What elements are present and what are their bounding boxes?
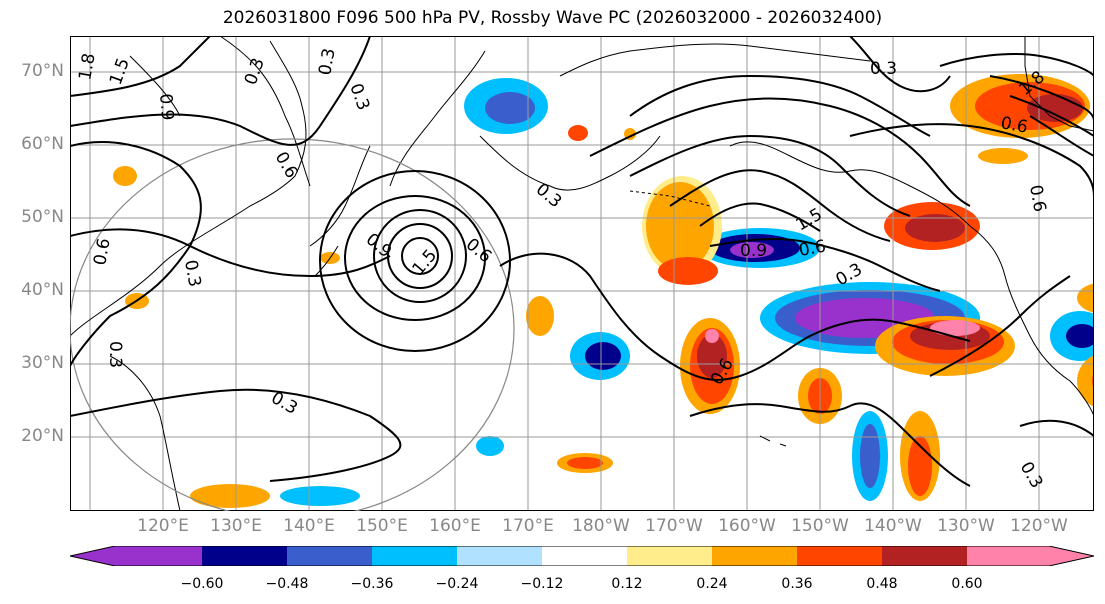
contour-label: 0.3 (180, 258, 204, 288)
contour-label: 0.3 (241, 55, 269, 87)
contour-labels: 0.3 0.30.91.8 1.50.60.9 0.61.50.30.30.60.91… (75, 47, 1049, 492)
lon-label: 170°W (645, 516, 703, 536)
lat-label: 50°N (21, 207, 64, 227)
contour-label: 0.6 (462, 235, 496, 268)
colorbar-tick-label: −0.24 (435, 576, 479, 592)
colorbar-segment (457, 546, 542, 566)
lon-label: 150°W (791, 516, 849, 536)
contour-label: 1.5 (793, 204, 826, 235)
colorbar-segment (287, 546, 372, 566)
coastlines (70, 36, 1094, 511)
lat-label: 40°N (21, 280, 64, 300)
colorbar (70, 546, 1094, 566)
contour-label: 0.3 (1016, 459, 1047, 492)
lat-label: 30°N (21, 353, 64, 373)
lon-label: 140°E (283, 516, 335, 536)
lat-label: 20°N (21, 426, 64, 446)
contour-label: 0.3 (345, 81, 373, 113)
colorbar-segment (882, 546, 967, 566)
lon-label: 150°E (356, 516, 408, 536)
colorbar-segment (627, 546, 712, 566)
colorbar-tick-label: −0.12 (520, 576, 564, 592)
colorbar-segment (372, 546, 457, 566)
contour-label: 0.3 (870, 59, 897, 79)
colorbar-tick-label: −0.36 (350, 576, 394, 592)
contour-label: 0.9 (740, 241, 767, 261)
colorbar-tick-label: 0.48 (866, 576, 898, 592)
map-title: 2026031800 F096 500 hPa PV, Rossby Wave … (222, 8, 883, 28)
lon-label: 120°E (137, 516, 189, 536)
lon-label: 160°W (718, 516, 776, 536)
contour-label: 0.6 (271, 149, 302, 182)
lon-label: 140°W (864, 516, 922, 536)
map-frame (70, 36, 1094, 511)
contour-label: 0.3 (268, 388, 301, 419)
contour-label: 0.3 (315, 47, 339, 77)
contour-label: 1.8 (75, 52, 99, 82)
colorbar-tick-label: −0.48 (265, 576, 309, 592)
lon-label: 180°W (572, 516, 630, 536)
colorbar-segment (712, 546, 797, 566)
colorbar-tick-label: 0.60 (951, 576, 983, 592)
colorbar-segment (797, 546, 882, 566)
colorbar-tick-label: −0.60 (180, 576, 224, 592)
contour-label: 0.9 (155, 93, 177, 122)
lat-label: 60°N (21, 134, 64, 154)
colorbar-segment (542, 546, 627, 566)
lon-label: 130°E (210, 516, 262, 536)
colorbar-tick-label: 0.36 (781, 576, 813, 592)
anomaly-shading (113, 74, 1094, 508)
reference-circle (70, 138, 515, 511)
contour-label: 0.6 (797, 237, 827, 261)
pv-contours (70, 36, 1094, 487)
graticule (70, 36, 1094, 511)
map-panel: 0.3 0.3 0.9 1.8 1.5 0.6 0.9 0.6 1.5 0.3 0.3 0.6 0.9 1… (21, 36, 1094, 536)
lon-label: 130°W (937, 516, 995, 536)
contour-label: 0.6 (1025, 183, 1049, 213)
colorbar-segment (967, 546, 1094, 566)
lon-label: 170°E (502, 516, 554, 536)
lat-label: 70°N (21, 61, 64, 81)
lon-label: 120°W (1010, 516, 1068, 536)
map-canvas: 0.3 0.30.91.8 1.50.60.9 0.61.50.30.30.60.91… (70, 36, 1094, 511)
contour-label: 1.5 (106, 55, 134, 87)
contour-label: 0.3 (105, 341, 125, 368)
colorbar-segment (202, 546, 287, 566)
contour-label: 0.9 (362, 230, 396, 263)
contour-label: 0.6 (999, 113, 1029, 137)
colorbar-segment (70, 546, 202, 566)
contour-label: 0.3 (532, 180, 566, 213)
colorbar-tick-label: 0.12 (611, 576, 643, 592)
colorbar-tick-label: 0.24 (696, 576, 728, 592)
contour-label: 0.6 (90, 237, 114, 267)
lon-label: 160°E (429, 516, 481, 536)
